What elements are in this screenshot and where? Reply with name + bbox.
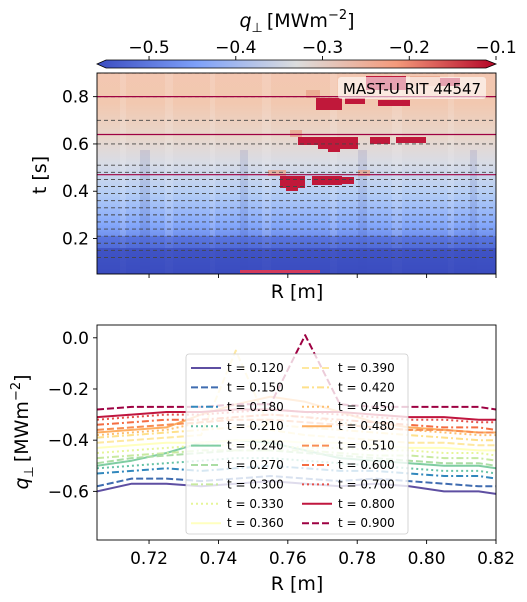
legend-label: t = 0.360 xyxy=(227,516,284,530)
legend-item: t = 0.900 xyxy=(302,516,395,530)
legend-item: t = 0.300 xyxy=(191,477,284,491)
legend-item: t = 0.210 xyxy=(191,419,284,433)
profile-ytick-label: 0.0 xyxy=(62,329,89,349)
heatmap-ytick-label: 0.2 xyxy=(62,230,89,250)
legend-item: t = 0.180 xyxy=(191,400,284,414)
profile-series-line xyxy=(97,449,496,462)
legend-item: t = 0.600 xyxy=(302,458,395,472)
heatmap-ytick-label: 0.8 xyxy=(62,88,89,108)
colorbar-tick-label: −0.1 xyxy=(475,38,516,58)
legend-label: t = 0.510 xyxy=(338,439,395,453)
profile-series-line xyxy=(97,423,496,442)
profile-series-line xyxy=(97,475,496,488)
profile-xtick-label: 0.72 xyxy=(130,549,168,569)
profile-axes: 0.0 −0.2 −0.4 −0.6 0.72 0.74 0.76 0.78 0.80 0.82 xyxy=(48,329,515,569)
heatmap-ytick-label: 0.4 xyxy=(62,182,89,202)
legend-label: t = 0.270 xyxy=(227,458,284,472)
profile-panel: 0.0−0.2−0.4−0.60.72 0.74 0.76 0.78 0.80 0.82 … xyxy=(9,324,515,595)
legend-item: t = 0.120 xyxy=(191,361,284,375)
heatmap-time-lines xyxy=(97,73,496,258)
legend-label: t = 0.120 xyxy=(227,361,284,375)
heatmap-panel: MAST-U RIT 44547 0.2 0.4 0.6 0.8 t [s] R [m… xyxy=(29,72,497,303)
legend-item: t = 0.800 xyxy=(302,497,395,511)
legend-label: t = 0.240 xyxy=(227,439,284,453)
legend-label: t = 0.150 xyxy=(227,380,284,394)
legend-label: t = 0.330 xyxy=(227,497,284,511)
legend: t = 0.120 t = 0.150 t = 0.180 t = 0.210 t = … xyxy=(185,353,409,535)
heatmap-title: MAST-U RIT 44547 xyxy=(343,80,481,98)
profile-ytick-label: −0.4 xyxy=(48,431,89,451)
profile-ylabel: q⊥[MWm−2] xyxy=(9,374,37,489)
legend-item: t = 0.330 xyxy=(191,497,284,511)
legend-item: t = 0.150 xyxy=(191,380,284,394)
legend-label: t = 0.210 xyxy=(227,419,284,433)
colorbar-tick-label: −0.2 xyxy=(389,38,430,58)
heatmap-ylabel: t [s] xyxy=(29,156,51,194)
legend-label: t = 0.300 xyxy=(227,477,284,491)
profile-series-line xyxy=(97,413,496,431)
legend-item: t = 0.360 xyxy=(191,516,284,530)
legend-label: t = 0.180 xyxy=(227,400,284,414)
legend-label: t = 0.800 xyxy=(338,497,395,511)
profile-xtick-label: 0.82 xyxy=(477,549,515,569)
colorbar: q⊥ [MWm−2] −0.5 −0.4 −0.3 −0.2 −0.1 xyxy=(96,8,517,69)
colorbar-tick-label: −0.4 xyxy=(215,38,256,58)
colorbar-bar xyxy=(96,59,498,69)
colorbar-ticks: −0.5 −0.4 −0.3 −0.2 −0.1 xyxy=(128,38,517,60)
profile-series-line xyxy=(97,464,496,480)
legend-label: t = 0.420 xyxy=(338,380,395,394)
legend-label: t = 0.900 xyxy=(338,516,395,530)
profile-xtick-label: 0.78 xyxy=(338,549,376,569)
legend-label: t = 0.390 xyxy=(338,361,395,375)
legend-label: t = 0.600 xyxy=(338,458,395,472)
profile-xtick-label: 0.74 xyxy=(200,549,238,569)
profile-xtick-label: 0.76 xyxy=(269,549,307,569)
legend-item: t = 0.390 xyxy=(302,361,395,375)
profile-xlabel: R [m] xyxy=(271,573,324,595)
legend-item: t = 0.510 xyxy=(302,439,395,453)
legend-item: t = 0.270 xyxy=(191,458,284,472)
profile-xtick-label: 0.80 xyxy=(408,549,446,569)
legend-item: t = 0.450 xyxy=(302,400,395,414)
colorbar-label: q⊥ [MWm−2] xyxy=(239,8,354,36)
legend-label: t = 0.700 xyxy=(338,477,395,491)
legend-item: t = 0.240 xyxy=(191,439,284,453)
profile-ytick-label: −0.6 xyxy=(48,482,89,502)
legend-label: t = 0.480 xyxy=(338,419,395,433)
heatmap-ytick-label: 0.6 xyxy=(62,135,89,155)
heatmap-image xyxy=(97,73,496,274)
legend-item: t = 0.480 xyxy=(302,419,395,433)
profile-series-line xyxy=(97,349,496,447)
heatmap-xlabel: R [m] xyxy=(271,281,324,303)
profile-series-line xyxy=(97,334,496,411)
colorbar-tick-label: −0.3 xyxy=(302,38,343,58)
legend-item: t = 0.700 xyxy=(302,477,395,491)
colorbar-tick-label: −0.5 xyxy=(128,38,169,58)
legend-label: t = 0.450 xyxy=(338,400,395,414)
profile-ytick-label: −0.2 xyxy=(48,380,89,400)
heatmap-axes: 0.2 0.4 0.6 0.8 xyxy=(62,88,497,278)
legend-item: t = 0.420 xyxy=(302,380,395,394)
